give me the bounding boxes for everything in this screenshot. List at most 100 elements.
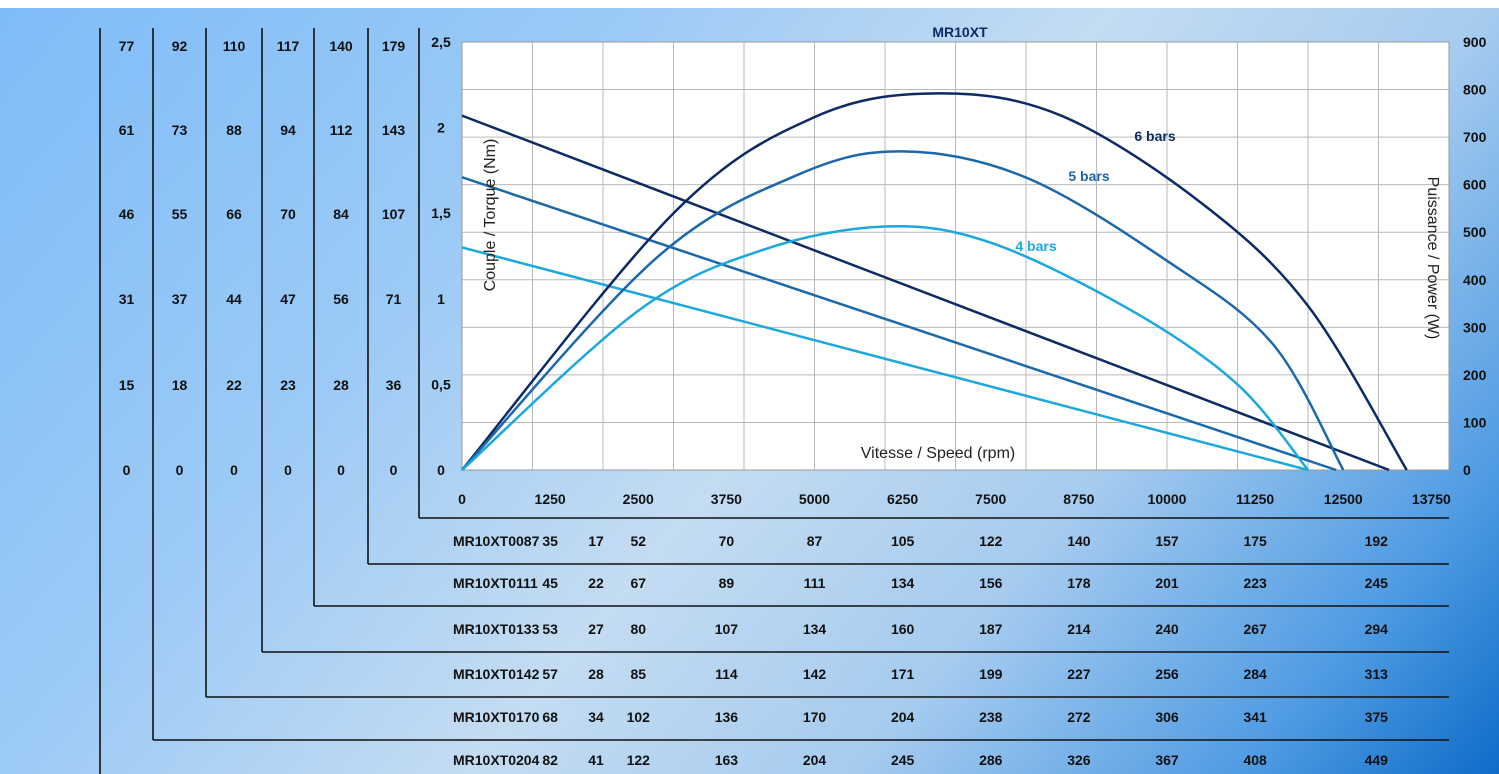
table-cell: 192: [1365, 533, 1389, 549]
table-cell: 82: [542, 752, 558, 768]
table-cell: 223: [1243, 575, 1267, 591]
scale-value: 61: [119, 122, 135, 138]
y-axis-label: Couple / Torque (Nm): [482, 139, 499, 292]
y2-tick-label: 400: [1463, 272, 1487, 288]
table-cell: 284: [1243, 666, 1267, 682]
scale-value: 47: [280, 291, 296, 307]
table-cell: 67: [630, 575, 646, 591]
table-cell: 238: [979, 709, 1003, 725]
table-cell: 201: [1155, 575, 1179, 591]
table-model: MR10XT0087: [453, 533, 540, 549]
rpm-table: MR10XT0087 17 35 52 70 87 105 122 140 157 175 192 MR…: [153, 517, 1449, 768]
table-cell: 107: [715, 621, 739, 637]
scale-value: 55: [172, 206, 188, 222]
scale-value: 110: [223, 38, 246, 54]
table-cell: 35: [542, 533, 558, 549]
table-cell: 175: [1243, 533, 1267, 549]
table-cell: 134: [891, 575, 915, 591]
x-tick-label: 8750: [1063, 491, 1094, 507]
axes: [461, 41, 1450, 471]
scale-value: 179: [382, 38, 406, 54]
y-tick-label: 0: [437, 462, 445, 478]
torque-curves: [461, 114, 1390, 472]
scale-value: 117: [277, 38, 300, 54]
scale-value: 0: [176, 462, 184, 478]
table-cell: 41: [588, 752, 604, 768]
table-cell: 142: [803, 666, 827, 682]
scale-value: 70: [280, 206, 296, 222]
table-cell: 163: [715, 752, 739, 768]
table-cell: 408: [1243, 752, 1267, 768]
scale-value: 44: [226, 291, 242, 307]
table-model: MR10XT0170: [453, 709, 540, 725]
scale-value: 140: [329, 38, 353, 54]
table-cell: 199: [979, 666, 1003, 682]
table-cell: 171: [891, 666, 915, 682]
table-model: MR10XT0142: [453, 666, 540, 682]
table-cell: 170: [803, 709, 827, 725]
y-tick-label: 2,5: [431, 34, 451, 50]
series-labels: 6 bars 5 bars 4 bars: [1015, 128, 1175, 254]
series-label: 4 bars: [1015, 238, 1056, 254]
scale-value: 66: [226, 206, 242, 222]
power-curve: [461, 92, 1408, 471]
y2-tick-label: 500: [1463, 224, 1487, 240]
series-label: 6 bars: [1134, 128, 1175, 144]
torque-curve: [461, 176, 1337, 472]
series-label: 5 bars: [1068, 168, 1109, 184]
scale-value: 94: [280, 122, 296, 138]
table-cell: 240: [1155, 621, 1179, 637]
x-tick-label: 3750: [711, 491, 742, 507]
scale-value: 15: [119, 377, 135, 393]
table-cell: 17: [588, 533, 604, 549]
scale-value: 0: [123, 462, 131, 478]
table-cell: 272: [1067, 709, 1091, 725]
y2-axis-label: Puissance / Power (W): [1424, 177, 1441, 340]
y2-tick-label: 800: [1463, 82, 1487, 98]
torque-curve: [461, 114, 1390, 472]
scale-value: 107: [382, 206, 406, 222]
scale-value: 56: [333, 291, 349, 307]
table-cell: 341: [1243, 709, 1267, 725]
table-cell: 85: [630, 666, 646, 682]
table-model: MR10XT0204: [453, 752, 540, 768]
scale-value: 92: [172, 38, 188, 54]
table-cell: 306: [1155, 709, 1179, 725]
table-cell: 286: [979, 752, 1003, 768]
table-cell: 111: [804, 575, 826, 591]
table-cell: 45: [542, 575, 558, 591]
x-tick-label: 2500: [623, 491, 654, 507]
scale-value: 143: [382, 122, 406, 138]
scale-value: 84: [333, 206, 349, 222]
scale-value: 0: [230, 462, 238, 478]
x-tick-label: 1250: [535, 491, 566, 507]
scale-value: 46: [119, 206, 135, 222]
table-cell: 80: [630, 621, 646, 637]
scale-value: 73: [172, 122, 188, 138]
labels: MR10XT Vitesse / Speed (rpm) Couple / To…: [482, 24, 1441, 462]
y2-tick-label: 600: [1463, 177, 1487, 193]
table-cell: 28: [588, 666, 604, 682]
plot-border: [461, 41, 1450, 471]
scale-value: 71: [386, 291, 402, 307]
left-scales: 0 15 31 46 61 77 0 18 37 55 73 92 0 22 44 66 88 110 0 23 47 7…: [99, 28, 420, 774]
scale-value: 77: [119, 38, 135, 54]
table-cell: 57: [542, 666, 558, 682]
y2-tick-label: 100: [1463, 414, 1487, 430]
table-cell: 102: [627, 709, 651, 725]
scale-value: 88: [226, 122, 242, 138]
torque-curve: [461, 246, 1309, 472]
y2-tick-label: 900: [1463, 34, 1487, 50]
table-cell: 114: [715, 666, 738, 682]
table-cell: 160: [891, 621, 915, 637]
table-cell: 68: [542, 709, 558, 725]
table-cell: 52: [630, 533, 646, 549]
scale-value: 36: [386, 377, 402, 393]
y-tick-label: 2: [437, 120, 445, 136]
y-tick-label: 1: [437, 291, 445, 307]
table-cell: 34: [588, 709, 604, 725]
table-cell: 156: [979, 575, 1003, 591]
x-tick-label: 7500: [975, 491, 1006, 507]
scale-value: 28: [333, 377, 349, 393]
